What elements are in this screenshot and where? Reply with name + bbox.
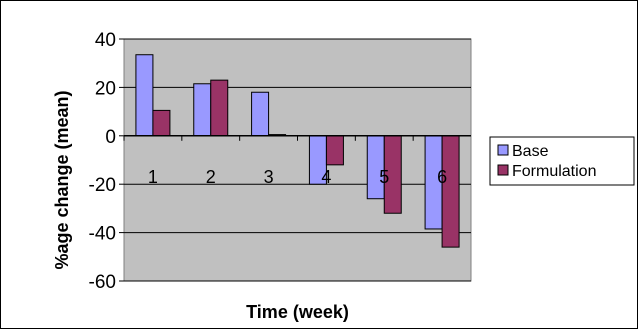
y-tick-label: -60 [89,272,116,293]
category-label: 1 [148,167,158,187]
category-label: 3 [264,167,274,187]
category-labels: 1 2 3 4 5 6 [123,135,447,187]
bar-formulation-week-6 [441,135,460,248]
y-tick-label: 40 [95,30,116,51]
y-tick-label: -40 [89,224,116,245]
y-axis-title: %age change (mean) [52,90,72,269]
legend-swatch-base [497,144,509,156]
legend-label-base: Base [512,143,549,160]
legend-label-formulation: Formulation [512,163,596,180]
category-label: 6 [437,167,447,187]
category-label: 2 [206,167,216,187]
y-tick-labels: -60 -40 -20 0 20 40 [89,30,116,293]
bar-base-week-3 [251,91,270,137]
plot-area [123,38,472,282]
bar-formulation-week-4 [325,135,344,166]
bar-formulation-week-1 [152,109,171,137]
x-axis-title: Time (week) [246,302,349,322]
bar-formulation-week-2 [210,79,229,137]
category-label: 5 [379,167,389,187]
legend-box [489,136,635,186]
y-tick-label: 20 [95,78,116,99]
bar-base-week-1 [135,54,154,137]
y-tick-label: -20 [89,175,116,196]
gridlines [119,38,471,282]
bar-base-week-2 [193,83,212,137]
legend-swatch-formulation [497,164,509,176]
y-tick-label: 0 [105,127,116,148]
legend: Base Formulation [489,136,635,186]
category-label: 4 [321,167,331,187]
